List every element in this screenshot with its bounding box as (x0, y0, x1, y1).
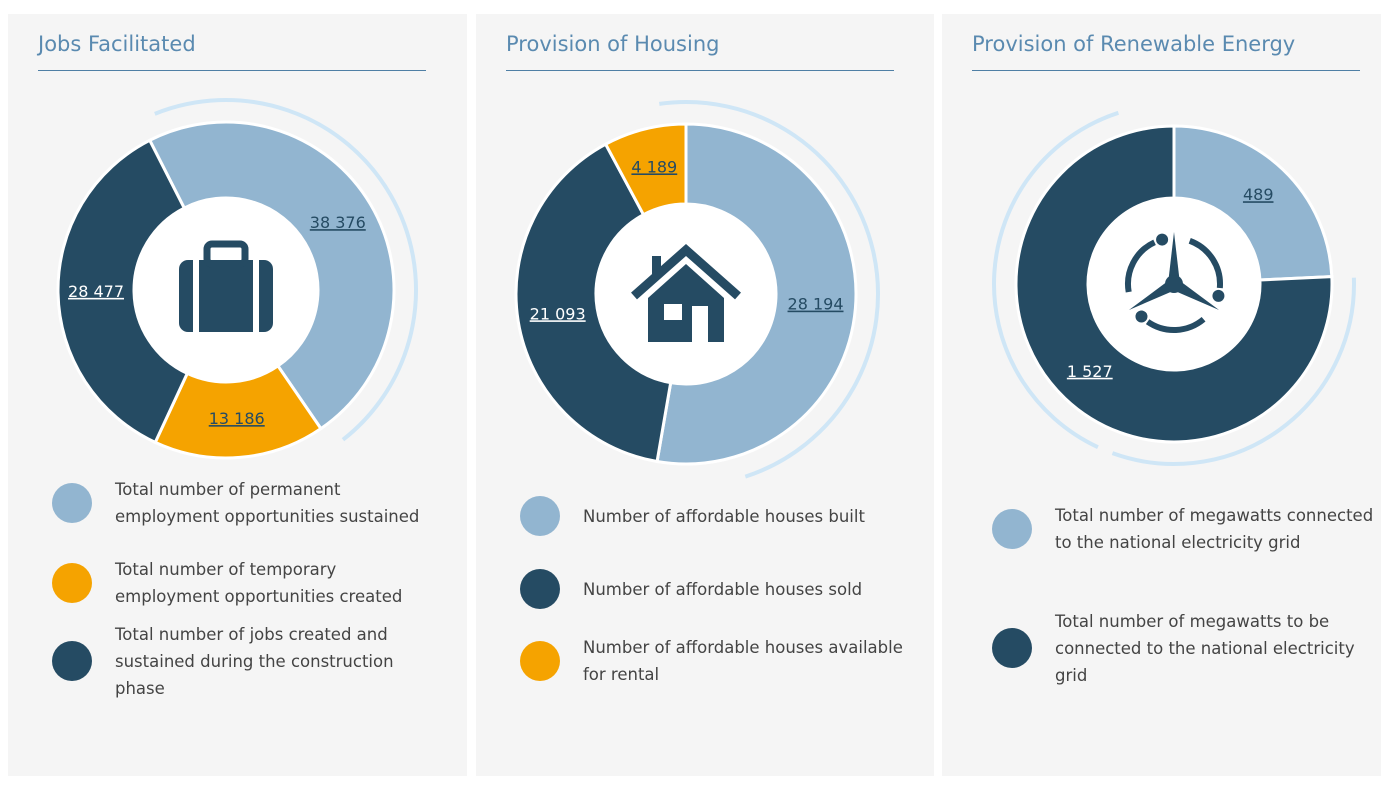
icon-part (692, 306, 708, 342)
data-label: 38 376 (310, 213, 366, 232)
panel-title: Provision of Housing (506, 32, 720, 56)
decor-arc (1111, 277, 1356, 466)
decor-arc (992, 110, 1119, 449)
legend-swatch (52, 563, 92, 603)
icon-part (179, 260, 273, 332)
icon-part (1128, 278, 1177, 310)
data-label: 489 (1243, 185, 1274, 204)
data-label: 21 093 (530, 304, 586, 323)
legend-text: Number of affordable houses built (583, 506, 865, 526)
legend-text: Number of affordable houses available fo… (583, 638, 903, 684)
legend-swatch (52, 641, 92, 681)
icon-part (664, 304, 682, 320)
legend-text: Total number of jobs created and sustain… (115, 624, 394, 698)
legend-swatch (520, 496, 560, 536)
icon-part (1168, 232, 1180, 284)
legend-swatch (52, 483, 92, 523)
legend-text: Number of affordable houses sold (583, 579, 863, 599)
data-label: 28 477 (68, 282, 124, 301)
title-rule (972, 70, 1360, 71)
icon-part (193, 260, 199, 332)
icon-part (652, 256, 661, 278)
title-rule (38, 70, 426, 71)
icon-part (203, 240, 249, 268)
legend-swatch (992, 509, 1032, 549)
icon-part (1156, 233, 1169, 246)
icon-part (1145, 316, 1206, 333)
legend-text: Total number of permanent employment opp… (115, 480, 420, 526)
decor-arc (659, 100, 880, 479)
donut-chart: 38 376 13 186 28 477 (56, 98, 418, 460)
panel-title: Provision of Renewable Energy (972, 32, 1296, 56)
icon-part (1188, 237, 1223, 289)
data-label: 4 189 (631, 157, 677, 176)
icon-part (1212, 289, 1225, 302)
icon-part (1135, 310, 1148, 323)
slice (655, 122, 858, 466)
panel: Jobs Facilitated 38 376 13 186 28 477 Total … (8, 14, 467, 776)
panel-title: Jobs Facilitated (38, 32, 196, 56)
legend-swatch (520, 569, 560, 609)
icon-part (1171, 278, 1220, 310)
data-label: 13 186 (209, 409, 265, 428)
panel: Provision of Housing 28 194 21 093 4 189 Num… (476, 14, 934, 776)
legend-swatch (520, 641, 560, 681)
icon-part (253, 260, 259, 332)
legend-text: Total number of megawatts connected to t… (1055, 506, 1374, 552)
legend-text: Total number of temporary employment opp… (115, 560, 403, 606)
legend-swatch (992, 628, 1032, 668)
decor-arc (154, 98, 418, 442)
panel: Provision of Renewable Energy 489 1 527 Tot… (942, 14, 1381, 776)
icon-part (1165, 275, 1183, 293)
icon-part (1125, 239, 1156, 293)
donut-chart: 489 1 527 (992, 110, 1356, 466)
data-label: 1 527 (1067, 362, 1113, 381)
data-label: 28 194 (788, 295, 844, 314)
donut-chart: 28 194 21 093 4 189 (514, 100, 880, 479)
legend-text: Total number of megawatts to be connecte… (1055, 611, 1355, 685)
icon-part (631, 243, 741, 300)
title-rule (506, 70, 894, 71)
